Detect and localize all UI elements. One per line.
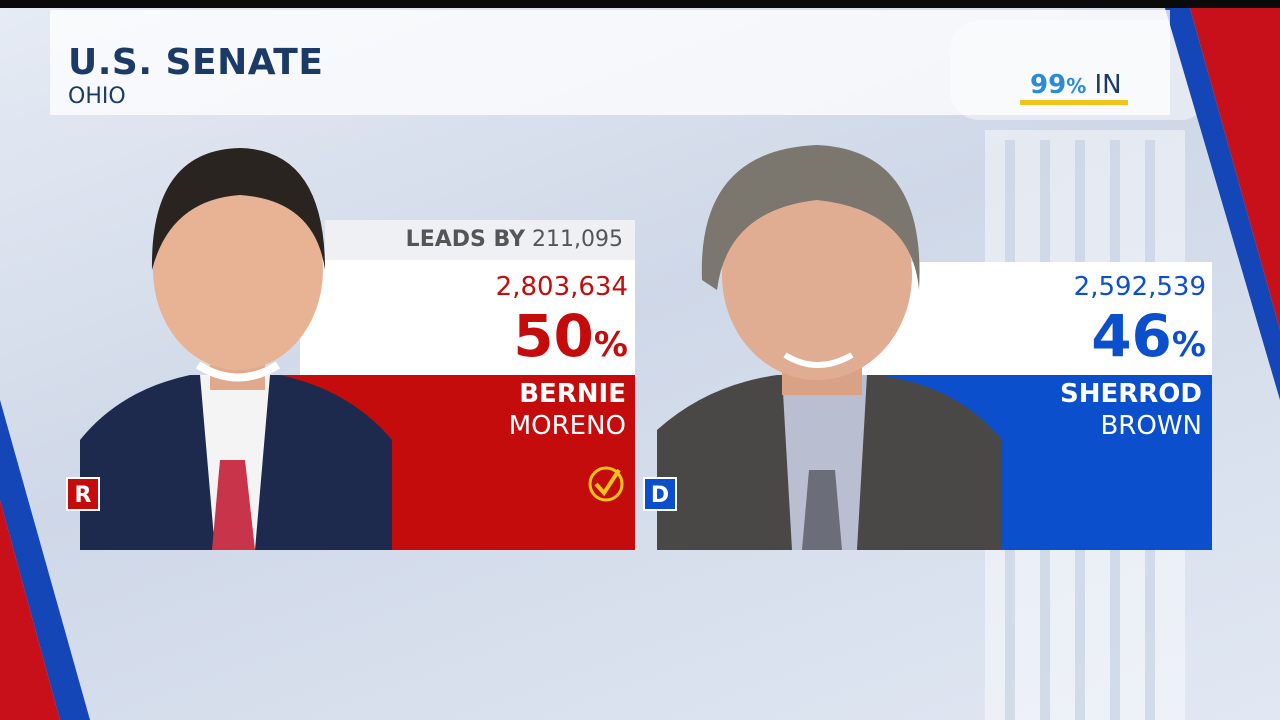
reporting-unit: % (1066, 74, 1087, 98)
result-panel (857, 262, 1212, 375)
vote-count: 2,803,634 (495, 272, 628, 302)
reporting-number: 99 (1030, 70, 1067, 100)
percent-unit: % (593, 325, 628, 365)
party-badge: R (66, 477, 100, 511)
vote-count: 2,592,539 (1073, 272, 1206, 302)
candidate-photo (657, 145, 1002, 550)
lead-bar: LEADS BY 211,095 (325, 220, 635, 260)
lead-margin: 211,095 (532, 227, 623, 252)
candidate-name: SHERROD BROWN (860, 378, 1202, 442)
first-name: SHERROD (1060, 379, 1202, 409)
reporting-label: IN (1094, 70, 1122, 100)
vote-percent: 50% (300, 306, 628, 375)
percent-number: 46 (1091, 302, 1172, 370)
first-name: BERNIE (519, 379, 626, 409)
last-name: BROWN (1100, 411, 1202, 441)
vote-percent: 46% (860, 306, 1206, 375)
party-badge: D (643, 477, 677, 511)
candidate-name: BERNIE MORENO (300, 378, 626, 442)
percent-unit: % (1171, 325, 1206, 365)
race-title: U.S. SENATE (68, 42, 324, 83)
candidate-photo (80, 148, 392, 550)
lead-label: LEADS BY (405, 227, 526, 252)
last-name: MORENO (508, 411, 626, 441)
percent-number: 50 (513, 302, 594, 370)
reporting: 99% IN (1020, 70, 1128, 105)
winner-check (588, 466, 624, 502)
header-band (50, 10, 1170, 115)
race-state: OHIO (68, 84, 126, 109)
top-bar (0, 0, 1280, 8)
result-panel (300, 260, 635, 375)
